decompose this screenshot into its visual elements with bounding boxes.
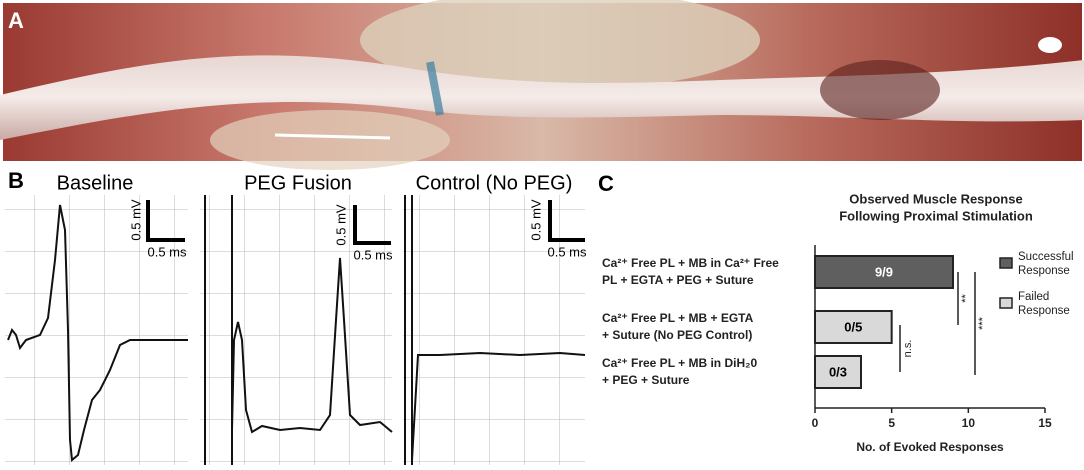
- scale-label: 0.5 ms: [147, 244, 187, 259]
- legend-swatch: [999, 297, 1013, 309]
- x-tick-label: 10: [962, 416, 976, 430]
- trace-title: Baseline: [57, 172, 134, 194]
- trace-title: Control (No PEG): [416, 172, 573, 194]
- trace-grids: [5, 195, 585, 465]
- chart-title: Observed Muscle Response: [849, 191, 1022, 206]
- x-axis-label: No. of Evoked Responses: [856, 440, 1004, 454]
- value-label: 0/5: [844, 319, 862, 334]
- bar: [814, 310, 893, 344]
- bar: [814, 355, 862, 389]
- category-label: + Suture (No PEG Control): [602, 328, 753, 342]
- trace-title: PEG Fusion: [244, 172, 352, 194]
- bar: [814, 255, 954, 289]
- photo: [0, 0, 1084, 170]
- scale-label: 0.5 mV: [128, 199, 143, 241]
- panel-label: C: [598, 171, 614, 196]
- significance-label: **: [960, 294, 972, 303]
- x-tick-label: 15: [1038, 416, 1052, 430]
- scale-label: 0.5 mV: [333, 204, 348, 246]
- significance-label: ***: [977, 316, 989, 330]
- value-label: 9/9: [875, 264, 893, 279]
- legend-label: Successful Response: [1018, 251, 1074, 277]
- scale-bars: [146, 200, 585, 245]
- scale-label: 0.5 mV: [528, 199, 543, 241]
- significance-label: n.s.: [902, 340, 914, 358]
- scale-label: 0.5 ms: [353, 247, 393, 262]
- category-label: PL + EGTA + PEG + Suture: [602, 273, 754, 287]
- legend-swatch: [999, 257, 1013, 269]
- panel-label: B: [8, 168, 24, 193]
- x-tick-label: 5: [888, 416, 895, 430]
- traces: [7, 195, 586, 465]
- value-label: 0/3: [829, 364, 847, 379]
- category-label: Ca²⁺ Free PL + MB in Ca²⁺ Free: [602, 256, 779, 270]
- scale-label: 0.5 ms: [547, 244, 587, 259]
- panel-label: A: [8, 8, 24, 33]
- legend-label: Failed Response: [1018, 291, 1070, 317]
- category-label: Ca²⁺ Free PL + MB + EGTA: [602, 311, 754, 325]
- chart-title: Following Proximal Stimulation: [839, 208, 1033, 223]
- category-label: Ca²⁺ Free PL + MB in DiH₂0: [602, 356, 758, 370]
- category-label: + PEG + Suture: [602, 373, 690, 387]
- x-tick-label: 0: [812, 416, 819, 430]
